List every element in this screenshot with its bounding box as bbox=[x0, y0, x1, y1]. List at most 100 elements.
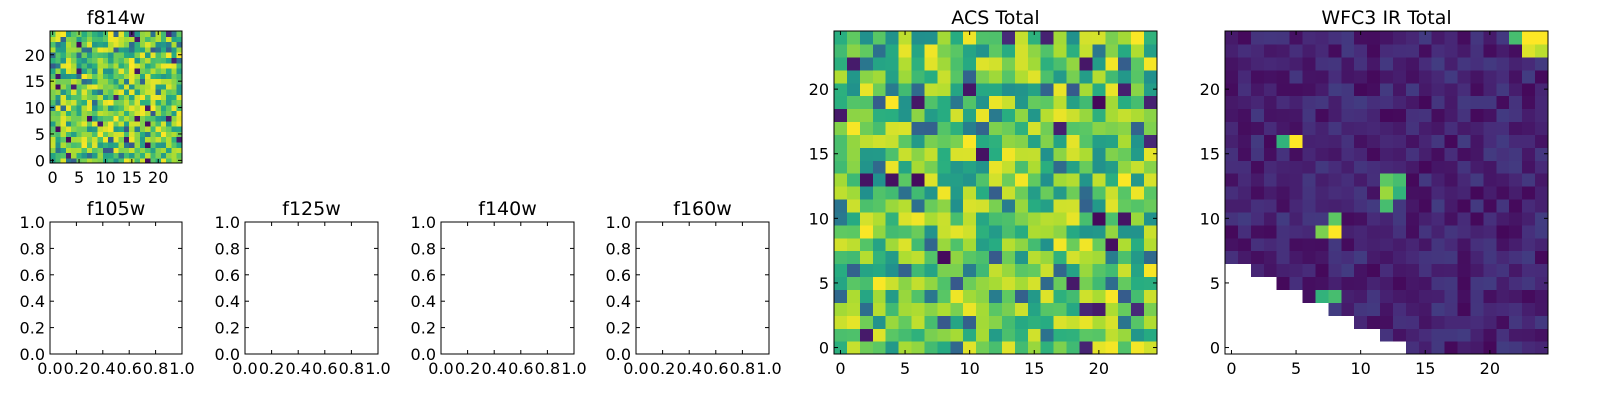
heatmap-cell bbox=[834, 108, 848, 123]
heatmap-cell bbox=[1001, 69, 1016, 84]
heatmap-cell bbox=[1367, 315, 1381, 329]
heatmap-cell bbox=[1444, 211, 1459, 226]
heatmap-cell bbox=[176, 115, 183, 122]
heatmap-cell bbox=[55, 78, 62, 85]
heatmap-cell bbox=[1092, 276, 1106, 290]
x-tick-label: 0.6 bbox=[703, 359, 728, 378]
heatmap-cell bbox=[1367, 224, 1381, 239]
heatmap-cell bbox=[1027, 302, 1042, 316]
heatmap-cell bbox=[1522, 69, 1536, 84]
heatmap-cell bbox=[1276, 43, 1291, 58]
heatmap-cell bbox=[55, 126, 62, 132]
heatmap-cell bbox=[1079, 250, 1093, 265]
heatmap-cell bbox=[1457, 315, 1472, 329]
heatmap-cell bbox=[1457, 147, 1472, 161]
heatmap-cell bbox=[1392, 160, 1407, 174]
heatmap-cell bbox=[76, 152, 83, 159]
heatmap-cell bbox=[911, 69, 926, 84]
heatmap-cell bbox=[1522, 56, 1536, 71]
heatmap-cell bbox=[1105, 302, 1119, 316]
y-tick-label: 0.2 bbox=[411, 319, 436, 338]
heatmap-cell bbox=[145, 83, 151, 90]
heatmap-cell bbox=[1483, 211, 1497, 226]
heatmap-cell bbox=[1014, 121, 1029, 135]
heatmap-cell bbox=[1509, 121, 1523, 135]
axes-frame bbox=[635, 221, 770, 355]
heatmap-cell bbox=[834, 276, 848, 290]
heatmap-cell bbox=[1302, 56, 1317, 71]
heatmap-cell bbox=[1457, 43, 1472, 58]
heatmap-cell bbox=[55, 136, 62, 143]
heatmap-cell bbox=[834, 82, 848, 97]
heatmap-cell bbox=[1380, 121, 1394, 135]
heatmap-cell bbox=[1470, 198, 1484, 213]
heatmap-cell bbox=[81, 152, 88, 159]
heatmap-cell bbox=[92, 120, 99, 127]
heatmap-cell bbox=[1431, 315, 1446, 329]
heatmap-cell bbox=[1418, 43, 1433, 58]
heatmap-cell bbox=[97, 136, 104, 143]
heatmap-cell bbox=[1380, 289, 1394, 303]
heatmap-cell bbox=[1315, 134, 1329, 148]
heatmap-cell bbox=[65, 52, 72, 58]
heatmap-cell bbox=[92, 94, 99, 101]
heatmap-cell bbox=[950, 134, 964, 148]
heatmap-cell bbox=[1014, 69, 1029, 84]
heatmap-cell bbox=[1457, 276, 1472, 290]
heatmap-cell bbox=[86, 157, 93, 164]
heatmap-cell bbox=[963, 289, 977, 303]
heatmap-cell bbox=[1483, 147, 1497, 161]
heatmap-cell bbox=[1105, 250, 1119, 265]
heatmap-cell bbox=[1263, 121, 1278, 135]
heatmap-cell bbox=[1457, 82, 1472, 97]
y-tick-label: 20 bbox=[25, 46, 45, 65]
heatmap-cell bbox=[150, 110, 157, 117]
heatmap-cell bbox=[123, 94, 130, 101]
heatmap-cell bbox=[1315, 31, 1329, 45]
heatmap-cell bbox=[118, 67, 125, 74]
heatmap-cell bbox=[166, 73, 173, 80]
heatmap-cell bbox=[1079, 134, 1093, 148]
heatmap-cell bbox=[71, 99, 77, 106]
heatmap-cell bbox=[911, 134, 926, 148]
heatmap-cell bbox=[1470, 237, 1484, 252]
heatmap-cell bbox=[1237, 250, 1252, 265]
heatmap-cell bbox=[1092, 95, 1106, 110]
heatmap-cell bbox=[950, 121, 964, 135]
heatmap-cell bbox=[1276, 224, 1291, 239]
heatmap-cell bbox=[885, 160, 900, 174]
heatmap-cell bbox=[145, 126, 151, 132]
heatmap-cell bbox=[1289, 121, 1304, 135]
heatmap-cell bbox=[859, 121, 874, 135]
heatmap-cell bbox=[1131, 289, 1145, 303]
heatmap-cell bbox=[1341, 160, 1355, 174]
heatmap-cell bbox=[1509, 95, 1523, 110]
heatmap-cell bbox=[834, 147, 848, 161]
heatmap-cell bbox=[1014, 211, 1029, 226]
heatmap-cell bbox=[113, 31, 120, 37]
x-tick-label: 0.2 bbox=[455, 359, 480, 378]
heatmap-cell bbox=[1380, 134, 1394, 148]
heatmap-cell bbox=[123, 31, 130, 37]
heatmap-cell bbox=[1053, 276, 1068, 290]
heatmap-cell bbox=[50, 62, 56, 69]
heatmap-cell bbox=[60, 89, 67, 95]
heatmap-cell bbox=[65, 57, 72, 64]
heatmap-cell bbox=[134, 46, 141, 53]
heatmap-cell bbox=[1367, 160, 1381, 174]
heatmap-cell bbox=[1066, 186, 1081, 200]
heatmap-cell bbox=[1315, 289, 1329, 303]
heatmap-cell bbox=[1457, 95, 1472, 110]
heatmap-cell bbox=[859, 315, 874, 329]
heatmap-cell bbox=[1354, 289, 1368, 303]
heatmap-cell bbox=[872, 237, 887, 252]
heatmap-cell bbox=[1354, 315, 1368, 329]
heatmap-cell bbox=[65, 83, 72, 90]
heatmap-cell bbox=[1535, 160, 1549, 174]
heatmap-cell bbox=[1289, 134, 1304, 148]
heatmap-cell bbox=[950, 82, 964, 97]
heatmap-cell bbox=[1276, 31, 1291, 45]
heatmap-cell bbox=[1418, 31, 1433, 45]
heatmap-cell bbox=[1092, 69, 1106, 84]
